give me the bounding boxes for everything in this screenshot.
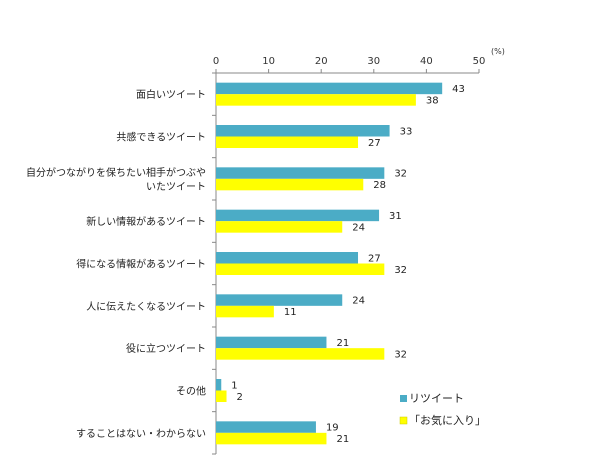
legend-label: リツイート — [409, 392, 464, 405]
category-label: その他 — [176, 385, 206, 398]
bar-retweet — [216, 252, 359, 264]
bar-favorite — [216, 221, 343, 233]
data-label: 2 — [237, 392, 243, 403]
bar-favorite — [216, 178, 364, 191]
bar-retweet — [216, 167, 385, 179]
bar-retweet — [216, 209, 380, 222]
category-label: 面白いツイート — [136, 88, 206, 101]
data-label: 38 — [426, 95, 439, 106]
bar-favorite — [216, 305, 274, 318]
x-tick-label: 0 — [213, 56, 219, 67]
category-label: いたツイート — [146, 181, 206, 193]
legend-label: 「お気に入り」 — [409, 413, 486, 427]
category-label: 共感できるツイート — [116, 131, 206, 144]
data-label: 33 — [400, 126, 413, 137]
labels: 0 10 20 30 40 50 (%) 面白いツイート共感できるツイート自分がつながりを保ち… — [26, 47, 505, 445]
category-label: 人に伝えたくなるツイート — [86, 301, 206, 313]
data-label: 32 — [394, 169, 407, 180]
x-tick-label: 10 — [262, 56, 275, 67]
legend-swatch — [399, 416, 408, 425]
data-label: 19 — [326, 423, 339, 434]
legend-swatch — [400, 395, 407, 402]
x-tick-label: 50 — [473, 56, 486, 67]
data-label: 24 — [352, 222, 365, 233]
bar-favorite — [216, 432, 327, 445]
bar-favorite — [216, 136, 359, 148]
data-label: 11 — [284, 307, 297, 318]
data-label: 1 — [231, 380, 237, 391]
legend: リツイート「お気に入り」 — [399, 392, 486, 427]
data-label: 21 — [336, 434, 349, 445]
bars — [216, 82, 443, 445]
category-label: 自分がつながりを保ちたい相手がつぶや — [26, 166, 206, 179]
category-label: することはない・わからない — [76, 428, 206, 440]
data-label: 43 — [452, 84, 465, 95]
data-label: 27 — [368, 138, 381, 149]
data-label: 27 — [368, 253, 381, 264]
x-tick-label: 30 — [367, 56, 380, 67]
bar-retweet — [216, 421, 316, 433]
data-label: 31 — [389, 211, 402, 222]
bar-retweet — [216, 294, 343, 306]
bar-favorite — [216, 390, 227, 402]
x-tick-label: 20 — [315, 56, 328, 67]
category-label: 新しい情報があるツイート — [86, 215, 206, 228]
bar-favorite — [216, 348, 385, 360]
data-label: 32 — [394, 349, 407, 360]
bar-retweet — [216, 379, 222, 391]
bar-retweet — [216, 82, 443, 95]
data-label: 32 — [394, 265, 407, 276]
category-label: 得になる情報があるツイート — [76, 258, 206, 271]
x-tick-label: 40 — [420, 56, 433, 67]
bar-favorite — [216, 94, 416, 106]
bar-favorite — [216, 263, 385, 275]
data-label: 24 — [352, 296, 365, 307]
bar-retweet — [216, 336, 327, 349]
category-label: 役に立つツイート — [126, 342, 206, 355]
unit-label: (%) — [491, 47, 505, 56]
bar-retweet — [216, 125, 390, 137]
data-label: 21 — [336, 338, 349, 349]
data-label: 28 — [373, 180, 386, 191]
